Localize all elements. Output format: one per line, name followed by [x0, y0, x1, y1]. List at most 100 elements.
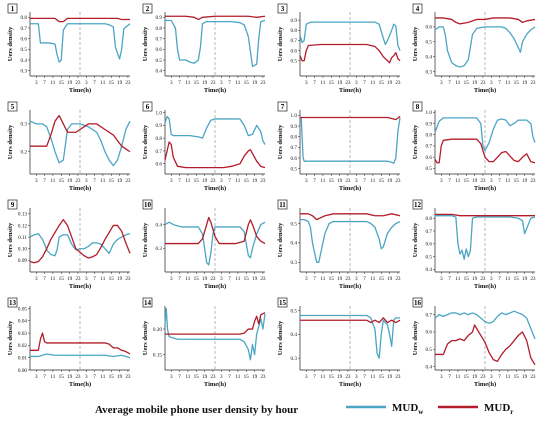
x-tick-label-1-0: 3 — [35, 80, 38, 86]
y-axis-title-14: Uers density — [142, 320, 149, 355]
x-tick-label-15-6: 3 — [355, 374, 358, 380]
x-tick-label-12-4: 19 — [472, 276, 478, 282]
y-axis-title-15: Uers density — [277, 320, 284, 355]
y-tick-label-7-3: 0.8 — [291, 134, 298, 140]
y-tick-label-13-4: 0.04 — [18, 319, 27, 325]
x-tick-label-1-2: 11 — [50, 80, 55, 86]
x-tick-label-4-1: 7 — [448, 80, 451, 86]
x-tick-label-3-2: 11 — [320, 80, 325, 86]
x-tick-label-12-8: 11 — [505, 276, 510, 282]
y-tick-label-4-1: 0.4 — [426, 54, 433, 60]
x-tick-label-16-7: 7 — [498, 374, 501, 380]
y-tick-label-3-4: 0.9 — [291, 18, 298, 24]
series-line-1-mud-r — [30, 17, 130, 23]
series-line-4-mud-r — [435, 17, 536, 25]
panel-7: 70.50.60.70.80.91.03 7 11 15 19 23 3 7 11 15 19 23T… — [277, 101, 401, 192]
series-line-5-mud-r — [30, 114, 131, 153]
x-tick-label-9-2: 11 — [50, 276, 55, 282]
y-tick-label-1-3: 0.6 — [21, 36, 28, 42]
x-tick-label-3-9: 15 — [379, 80, 385, 86]
x-tick-label-16-2: 11 — [455, 374, 460, 380]
series-line-5-mud-w — [29, 120, 131, 167]
panel-16: 160.40.50.60.73 7 11 15 19 23 3 7 11 15 19 23Time(h… — [412, 297, 536, 388]
y-tick-label-3-0: 0.5 — [291, 59, 298, 65]
x-tick-label-13-11: 23 — [125, 374, 131, 380]
x-axis-title-16: Time(h) — [474, 381, 496, 388]
y-tick-label-8-5: 1.0 — [426, 110, 433, 116]
y-tick-label-14-0: 0.15 — [153, 352, 162, 358]
series-line-4-mud-w — [434, 26, 536, 68]
legend: MUDw MUDr — [346, 402, 513, 416]
x-tick-label-12-0: 3 — [440, 276, 443, 282]
y-tick-label-1-4: 0.7 — [21, 26, 28, 32]
x-tick-label-14-5: 23 — [210, 374, 216, 380]
y-tick-label-7-2: 0.7 — [291, 145, 298, 151]
panel-label-5: 5 — [11, 103, 15, 111]
x-tick-label-9-1: 7 — [43, 276, 46, 282]
y-axis-title-9: Uers density — [7, 222, 14, 257]
x-tick-label-16-5: 23 — [480, 374, 486, 380]
y-tick-label-14-1: 0.20 — [153, 327, 162, 333]
x-tick-label-6-3: 15 — [194, 178, 200, 184]
y-tick-label-9-1: 0.10 — [18, 247, 27, 253]
y-tick-label-8-1: 0.6 — [426, 155, 433, 161]
x-tick-label-14-2: 11 — [185, 374, 190, 380]
x-tick-label-5-0: 3 — [35, 178, 38, 184]
x-tick-label-14-9: 15 — [244, 374, 250, 380]
x-axis-title-8: Time(h) — [474, 185, 496, 192]
x-tick-label-11-3: 15 — [329, 276, 335, 282]
x-tick-label-4-3: 15 — [464, 80, 470, 86]
series-line-9-mud-w — [29, 232, 131, 257]
panel-4: 40.30.40.50.63 7 11 15 19 23 3 7 11 15 19 23Time(h)… — [412, 3, 536, 94]
panel-label-3: 3 — [281, 5, 285, 13]
y-axis-title-1: Uers density — [7, 26, 14, 61]
y-tick-label-16-0: 0.4 — [426, 364, 433, 370]
y-axis-title-11: Uers density — [277, 222, 284, 257]
panel-1: 10.30.40.50.60.70.83 7 11 15 19 23 3 7 11 15 19 23T… — [7, 3, 131, 94]
x-tick-label-13-2: 11 — [50, 374, 55, 380]
x-tick-label-4-10: 19 — [522, 80, 528, 86]
x-tick-label-2-11: 23 — [260, 80, 266, 86]
x-tick-label-9-11: 23 — [125, 276, 131, 282]
x-tick-label-1-6: 3 — [85, 80, 88, 86]
y-tick-label-3-3: 0.8 — [291, 28, 298, 34]
x-tick-label-7-5: 23 — [345, 178, 351, 184]
x-tick-label-15-5: 23 — [345, 374, 351, 380]
panel-label-7: 7 — [281, 103, 285, 111]
x-tick-label-3-8: 11 — [370, 80, 375, 86]
x-tick-label-8-7: 7 — [498, 178, 501, 184]
x-tick-label-10-0: 3 — [170, 276, 173, 282]
legend-label-mud-r: MUDr — [484, 402, 513, 416]
panel-label-box-16 — [412, 297, 423, 308]
x-tick-label-9-7: 7 — [93, 276, 96, 282]
series-line-12-mud-r — [435, 213, 535, 217]
x-tick-label-11-7: 7 — [363, 276, 366, 282]
x-tick-label-16-8: 11 — [505, 374, 510, 380]
panel-2: 20.40.50.60.70.80.93 7 11 15 19 23 3 7 11 15 19 23T… — [142, 3, 266, 94]
panel-label-box-15 — [277, 297, 288, 308]
panel-label-14: 14 — [144, 299, 152, 307]
x-tick-label-2-8: 11 — [235, 80, 240, 86]
x-tick-label-2-0: 3 — [170, 80, 173, 86]
x-tick-label-12-10: 19 — [522, 276, 528, 282]
panel-label-12: 12 — [414, 201, 422, 209]
x-tick-label-10-11: 23 — [260, 276, 266, 282]
x-tick-label-8-0: 3 — [440, 178, 443, 184]
y-tick-label-15-0: 0.3 — [291, 356, 298, 362]
x-tick-label-6-10: 19 — [252, 178, 258, 184]
y-tick-label-8-3: 0.8 — [426, 133, 433, 139]
x-tick-label-3-10: 19 — [387, 80, 393, 86]
x-tick-label-10-9: 15 — [244, 276, 250, 282]
x-tick-label-3-4: 19 — [337, 80, 343, 86]
x-axis-title-5: Time(h) — [69, 185, 91, 192]
x-tick-label-6-6: 3 — [220, 178, 223, 184]
x-tick-label-2-2: 11 — [185, 80, 190, 86]
y-tick-label-12-4: 0.8 — [426, 216, 433, 222]
x-tick-label-8-4: 19 — [472, 178, 478, 184]
x-tick-label-11-2: 11 — [320, 276, 325, 282]
panel-label-15: 15 — [279, 299, 287, 307]
x-tick-label-16-1: 7 — [448, 374, 451, 380]
y-tick-label-8-0: 0.5 — [426, 166, 433, 172]
x-tick-label-7-1: 7 — [313, 178, 316, 184]
